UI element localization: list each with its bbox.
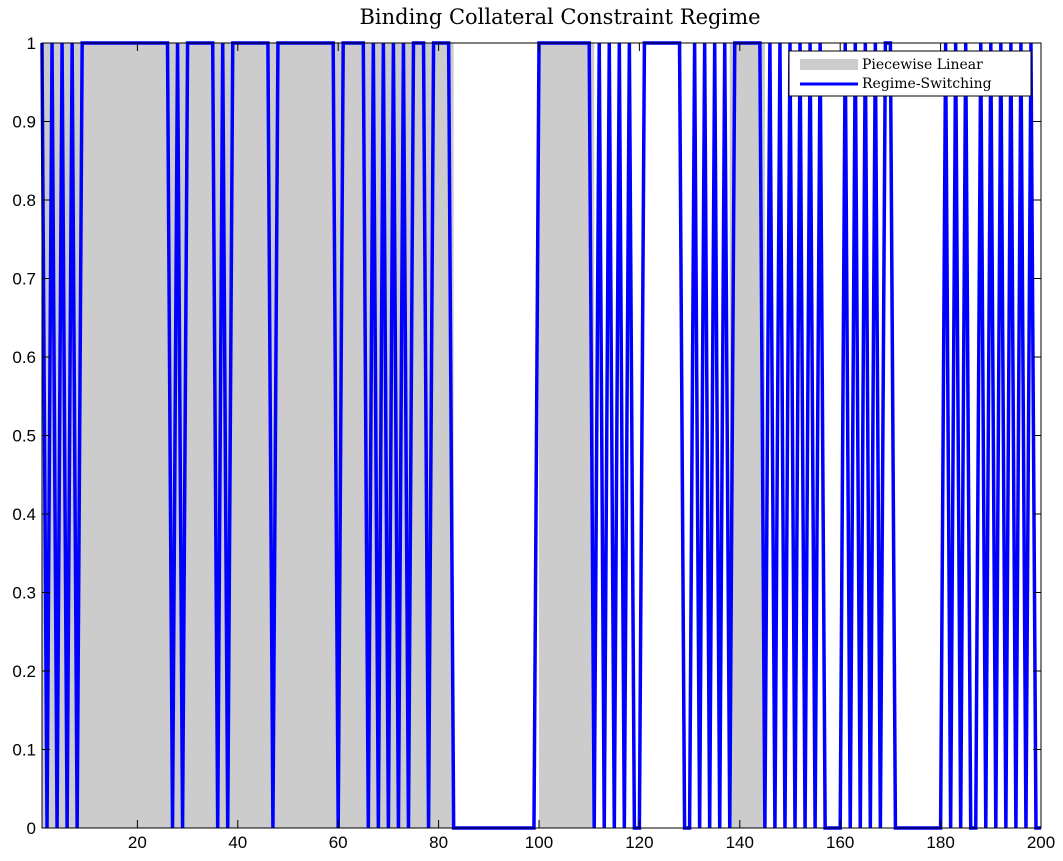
x-tick-label: 40	[228, 833, 247, 852]
y-tick-label: 0.8	[12, 191, 36, 210]
x-tick-label: 100	[525, 833, 553, 852]
legend-box	[788, 50, 1032, 97]
x-tick-label: 180	[926, 833, 954, 852]
y-tick-label: 0.6	[12, 348, 36, 367]
y-tick-label: 1	[27, 34, 36, 53]
y-tick-label: 0.5	[12, 427, 36, 446]
chart-title: Binding Collateral Constraint Regime	[359, 5, 760, 29]
legend: Piecewise Linear Regime-Switching	[788, 50, 1032, 97]
y-tick-label: 0.9	[12, 113, 36, 132]
x-tick-label: 20	[128, 833, 147, 852]
piecewise-linear-area-1	[538, 43, 595, 828]
x-tick-label: 120	[625, 833, 653, 852]
x-tick-label: 140	[726, 833, 754, 852]
y-tick-label: 0.1	[12, 741, 36, 760]
x-tick-label: 160	[826, 833, 854, 852]
y-tick-label: 0.4	[12, 505, 36, 524]
x-tick-label: 80	[429, 833, 448, 852]
y-tick-label: 0.7	[12, 270, 36, 289]
legend-swatch-piecewise-linear	[800, 59, 858, 70]
x-tick-label: 60	[329, 833, 348, 852]
y-tick-label: 0	[27, 819, 36, 838]
y-tick-label: 0.2	[12, 662, 36, 681]
y-tick-label: 0.3	[12, 584, 36, 603]
legend-label-piecewise-linear: Piecewise Linear	[862, 57, 983, 73]
x-tick-label: 200	[1027, 833, 1055, 852]
legend-label-regime-switching: Regime-Switching	[862, 76, 992, 92]
axis-ticks: 20 40 60 80 100 120 140 160 180 200 0 0.1 0.2 0.3 0.4 0…	[12, 34, 1055, 852]
